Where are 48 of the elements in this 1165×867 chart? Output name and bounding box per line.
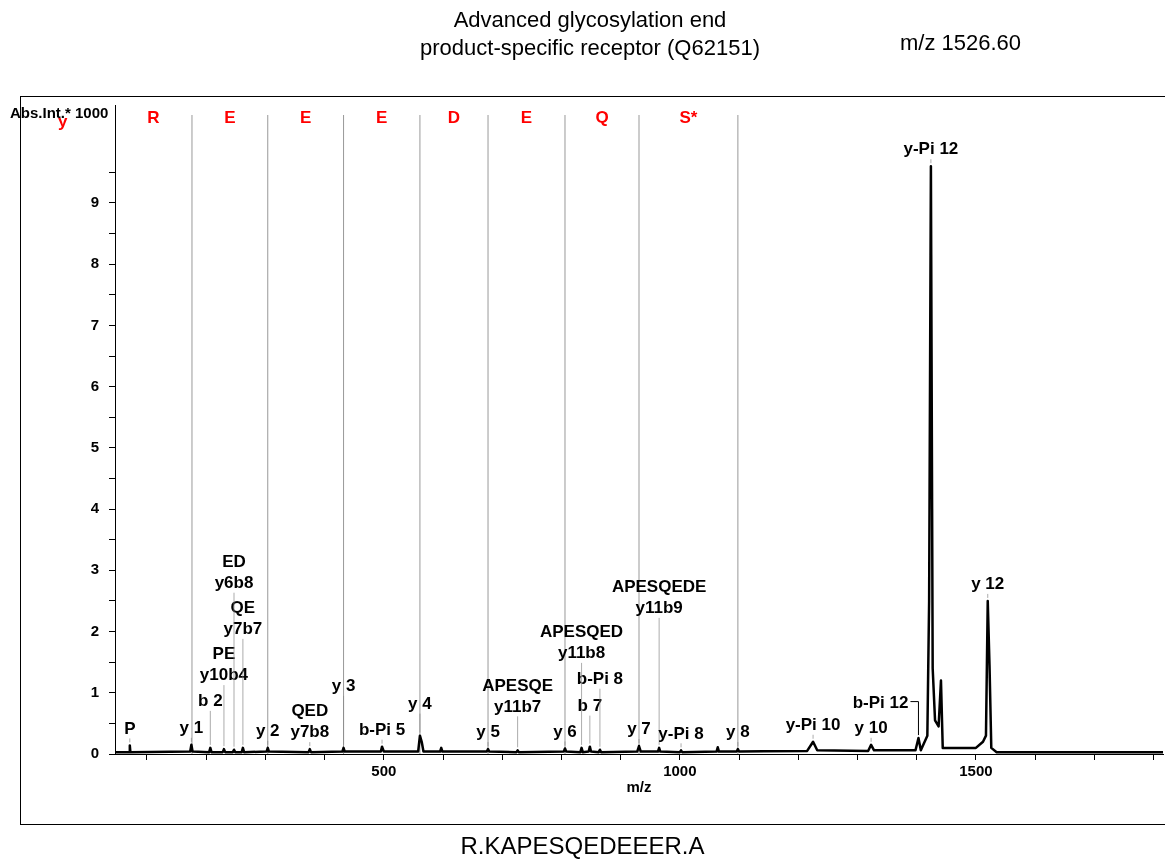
x-axis-title: m/z [626, 778, 652, 796]
annotation: R [147, 107, 160, 127]
y-tick-label: 4 [90, 499, 100, 517]
annotation: y-Pi 12 [903, 139, 959, 159]
text: R.KAPESQEDEEER.A [459, 832, 706, 860]
x-tick-label: 1500 [959, 762, 993, 780]
annotation: y 5 [476, 722, 500, 742]
annotation: b-Pi 5 [358, 719, 406, 739]
chart-title: Advanced glycosylation end product-specific receptor (Q62151) [419, 6, 761, 62]
annotation: y-Pi 10 [785, 714, 841, 734]
annotation: APESQEDE y11b9 [611, 577, 707, 618]
x-tick-label: 500 [371, 762, 397, 780]
annotation: y 1 [179, 718, 204, 737]
annotation: E [376, 107, 388, 127]
annotation: E [299, 107, 312, 127]
annotation: b-Pi 12 [852, 693, 909, 713]
annotation: QE y7b7 [223, 598, 263, 639]
chart-subtitle: m/z 1526.60 [900, 30, 1022, 56]
annotation: QED y7b8 [290, 701, 330, 742]
y-tick-label: 8 [90, 254, 99, 272]
y-tick-label: 5 [90, 438, 99, 456]
annotation: S* [679, 107, 698, 127]
annotation: y 10 [854, 718, 888, 737]
annotation: y-Pi 8 [658, 723, 704, 743]
y-tick-label: 7 [90, 315, 99, 333]
annotation: y 12 [971, 574, 1005, 594]
annotation: P [124, 718, 136, 738]
annotation: b 2 [198, 691, 223, 711]
annotation: D [447, 107, 461, 127]
annotation: y 7 [627, 719, 651, 739]
y-tick-label: 2 [90, 621, 99, 639]
annotation: E [520, 107, 533, 127]
y-tick-label: 6 [90, 376, 99, 394]
y-tick-label: 9 [90, 193, 99, 211]
annotation: y 3 [331, 676, 356, 696]
annotation: y 4 [408, 693, 433, 713]
y-tick-label: 1 [90, 682, 99, 700]
y-tick-label: 3 [90, 560, 99, 578]
annotation: E [224, 107, 236, 127]
annotation: b-Pi 8 [576, 668, 624, 688]
x-tick-label: 1000 [663, 762, 697, 780]
annotation: ED y6b8 [214, 551, 254, 592]
annotation: y 8 [726, 722, 750, 742]
annotation: y 6 [553, 721, 577, 741]
annotation: Q [595, 107, 609, 127]
y-tick-label: 0 [90, 744, 99, 762]
annotation: y 2 [255, 721, 280, 741]
annotation: b 7 [577, 695, 603, 715]
